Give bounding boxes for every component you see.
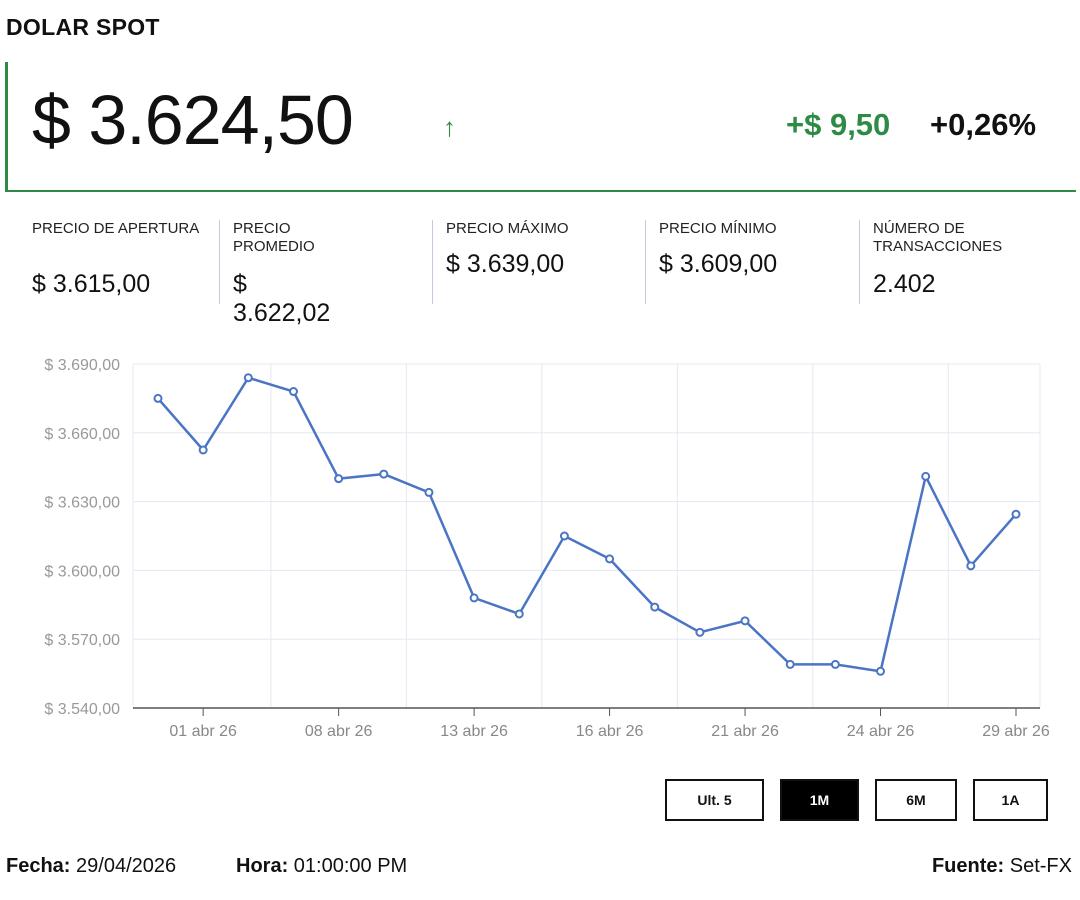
data-point bbox=[695, 627, 705, 637]
data-point bbox=[288, 387, 298, 397]
y-tick-label: $ 3.660,00 bbox=[44, 426, 120, 443]
stat-label: NÚMERO DE TRANSACCIONES bbox=[873, 220, 1003, 255]
range-button-1m[interactable]: 1M bbox=[780, 779, 859, 821]
stat-average: PRECIO PROMEDIO $ 3.622,02 bbox=[219, 220, 343, 327]
data-point bbox=[198, 445, 208, 455]
y-tick-label: $ 3.600,00 bbox=[44, 563, 120, 580]
footer-time: Hora: 01:00:00 PM bbox=[236, 855, 407, 878]
x-tick-label: 21 abr 26 bbox=[711, 723, 779, 740]
stat-min: PRECIO MÍNIMO $ 3.609,00 bbox=[645, 220, 829, 304]
series-line bbox=[157, 376, 1017, 673]
range-button-ult5[interactable]: Ult. 5 bbox=[665, 779, 764, 821]
date-value: 29/04/2026 bbox=[76, 855, 177, 877]
data-point bbox=[605, 554, 615, 564]
stat-value: 2.402 bbox=[873, 270, 936, 298]
x-tick-label: 01 abr 26 bbox=[169, 723, 237, 740]
data-point bbox=[153, 393, 163, 403]
y-tick-label: $ 3.570,00 bbox=[44, 632, 120, 649]
price-change-percent: +0,26% bbox=[930, 107, 1037, 142]
data-point bbox=[243, 373, 253, 383]
page-title: DOLAR SPOT bbox=[6, 14, 160, 40]
data-point bbox=[334, 474, 344, 484]
stat-opening: PRECIO DE APERTURA $ 3.615,00 bbox=[19, 220, 202, 304]
data-point bbox=[514, 609, 524, 619]
date-label: Fecha: bbox=[6, 855, 71, 877]
y-tick-label: $ 3.630,00 bbox=[44, 495, 120, 512]
stat-max: PRECIO MÁXIMO $ 3.639,00 bbox=[432, 220, 616, 304]
arrow-up-icon: ↑ bbox=[443, 112, 456, 142]
stat-label: PRECIO DE APERTURA bbox=[32, 220, 200, 237]
data-point bbox=[876, 666, 886, 676]
data-point bbox=[1011, 509, 1021, 519]
data-point bbox=[424, 487, 434, 497]
stat-value: $ 3.609,00 bbox=[659, 250, 778, 278]
source-label: Fuente: bbox=[931, 855, 1005, 877]
stat-label: PRECIO MÍNIMO bbox=[659, 220, 777, 237]
x-tick-label: 08 abr 26 bbox=[305, 723, 373, 740]
stat-value: $ 3.622,02 bbox=[233, 270, 331, 327]
footer-source: Fuente: Set-FX bbox=[932, 855, 1072, 878]
range-button-6m[interactable]: 6M bbox=[875, 779, 957, 821]
price-change: +$ 9,50 bbox=[786, 107, 891, 142]
price-chart: $ 3.540,00 $ 3.570,00 $ 3.600,00 $ 3.630,00… bbox=[44, 357, 1050, 740]
data-point bbox=[921, 471, 931, 481]
data-point bbox=[469, 593, 479, 603]
time-label: Hora: bbox=[236, 855, 289, 877]
data-point bbox=[740, 616, 750, 626]
data-point bbox=[830, 659, 840, 669]
current-price: $ 3.624,50 bbox=[32, 81, 354, 159]
data-point bbox=[650, 602, 660, 612]
x-tick-label: 16 abr 26 bbox=[576, 723, 644, 740]
x-tick-label: 13 abr 26 bbox=[440, 723, 508, 740]
x-tick-label: 24 abr 26 bbox=[847, 723, 915, 740]
stat-value: $ 3.615,00 bbox=[32, 270, 151, 298]
x-tick-label: 29 abr 26 bbox=[982, 723, 1050, 740]
time-value: 01:00:00 PM bbox=[293, 855, 408, 877]
data-point bbox=[785, 659, 795, 669]
range-button-1a[interactable]: 1A bbox=[973, 779, 1048, 821]
data-point bbox=[966, 561, 976, 571]
stat-value: $ 3.639,00 bbox=[446, 250, 565, 278]
data-point bbox=[379, 469, 389, 479]
y-tick-label: $ 3.540,00 bbox=[44, 701, 120, 718]
source-value: Set-FX bbox=[1009, 855, 1072, 877]
stat-transactions: NÚMERO DE TRANSACCIONES 2.402 bbox=[859, 220, 1043, 304]
data-point bbox=[559, 531, 569, 541]
footer-date: Fecha: 29/04/2026 bbox=[6, 855, 176, 878]
stat-label: PRECIO MÁXIMO bbox=[446, 220, 569, 237]
stat-label: PRECIO PROMEDIO bbox=[233, 220, 315, 255]
price-panel bbox=[5, 62, 1076, 192]
y-tick-label: $ 3.690,00 bbox=[44, 357, 120, 374]
